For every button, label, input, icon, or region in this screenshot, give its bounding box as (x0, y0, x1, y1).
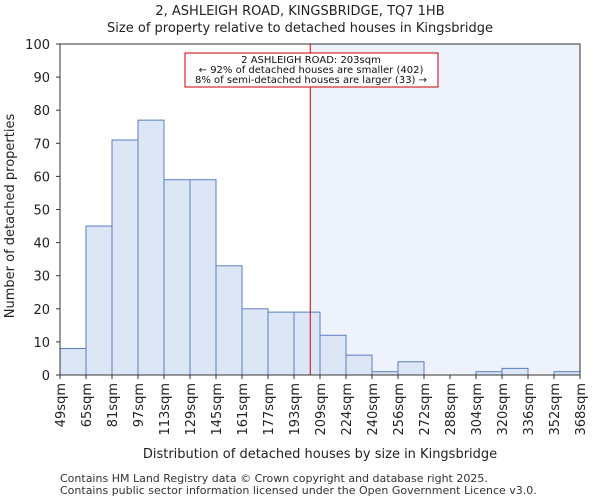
annotation-box: 2 ASHLEIGH ROAD: 203sqm ← 92% of detache… (184, 52, 439, 88)
x-axis-label: Distribution of detached houses by size … (143, 447, 497, 462)
y-tick-label: 20 (33, 303, 50, 318)
x-tick-label: 65sqm (80, 383, 95, 427)
bar-193sqm (293, 311, 321, 376)
x-tick-label: 320sqm (496, 383, 511, 436)
y-tick-label: 80 (33, 104, 50, 119)
x-tick-label: 49sqm (54, 383, 69, 427)
bar-113sqm (163, 179, 191, 376)
x-tick-label: 145sqm (210, 383, 225, 436)
x-tick-label: 193sqm (288, 383, 303, 436)
bar-49sqm (59, 348, 87, 376)
chart-subtitle: Size of property relative to detached ho… (107, 21, 493, 36)
x-tick-label: 336sqm (522, 383, 537, 436)
y-tick-label: 100 (25, 38, 50, 53)
y-tick-label: 0 (42, 369, 50, 384)
footer-line-1: Contains HM Land Registry data © Crown c… (60, 472, 488, 485)
bar-209sqm (319, 334, 347, 376)
annotation-line-1: 2 ASHLEIGH ROAD: 203sqm (241, 55, 381, 66)
x-tick-label: 272sqm (418, 383, 433, 436)
bar-65sqm (85, 225, 113, 376)
bar-177sqm (267, 311, 295, 376)
x-tick-label: 240sqm (366, 383, 381, 436)
x-tick-label: 304sqm (470, 383, 485, 436)
bar-256sqm (397, 361, 425, 376)
x-tick-label: 352sqm (548, 383, 563, 436)
x-tick-label: 81sqm (106, 383, 121, 427)
x-tick-label: 288sqm (444, 383, 459, 436)
y-axis-label: Number of detached properties (3, 114, 18, 319)
bar-161sqm (241, 308, 269, 376)
annotation-frame (184, 52, 439, 88)
x-tick-label: 129sqm (184, 383, 199, 436)
y-tick-label: 90 (33, 71, 50, 86)
bar-97sqm (137, 119, 165, 376)
y-tick-label: 10 (33, 336, 50, 351)
y-tick-label: 70 (33, 137, 50, 152)
chart-title: 2, ASHLEIGH ROAD, KINGSBRIDGE, TQ7 1HB (155, 4, 444, 19)
x-tick-label: 97sqm (132, 383, 147, 427)
bar-145sqm (215, 265, 243, 376)
highlight-region (310, 44, 580, 375)
x-tick-label: 224sqm (340, 383, 355, 436)
footer-line-2: Contains public sector information licen… (60, 484, 537, 497)
x-tick-label: 177sqm (262, 383, 277, 436)
x-tick-label: 161sqm (236, 383, 251, 436)
x-tick-label: 256sqm (392, 383, 407, 436)
y-tick-label: 30 (33, 270, 50, 285)
x-tick-label: 209sqm (314, 383, 329, 436)
bar-320sqm (501, 367, 529, 376)
annotation-line-2: ← 92% of detached houses are smaller (40… (199, 65, 424, 76)
y-tick-label: 40 (33, 237, 50, 252)
x-tick-label: 368sqm (574, 383, 589, 436)
bar-224sqm (345, 354, 373, 376)
y-tick-label: 60 (33, 170, 50, 185)
bar-129sqm (189, 179, 217, 376)
bar-81sqm (111, 139, 139, 376)
annotation-line-3: 8% of semi-detached houses are larger (3… (195, 75, 427, 86)
y-tick-label: 50 (33, 204, 50, 219)
x-tick-label: 113sqm (158, 383, 173, 436)
